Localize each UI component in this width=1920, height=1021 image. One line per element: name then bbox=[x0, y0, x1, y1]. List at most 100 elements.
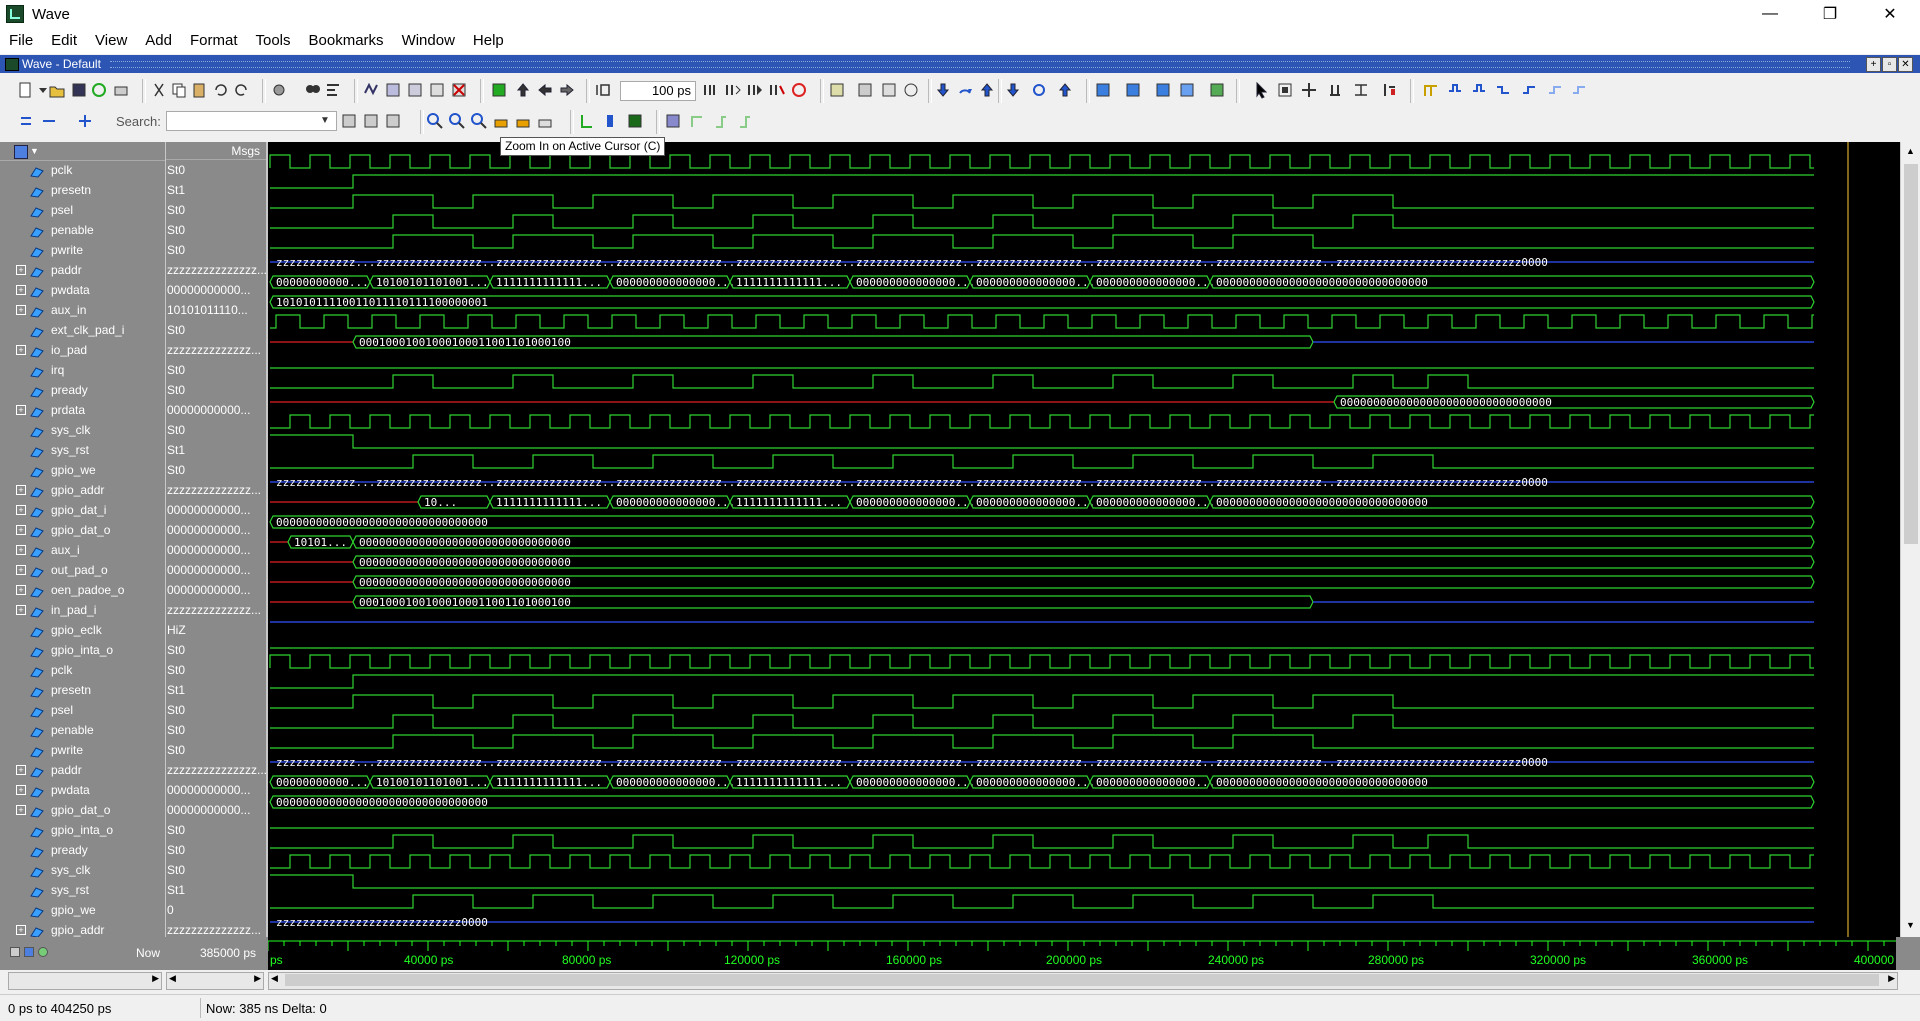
signal-row[interactable]: + out_pad_o bbox=[0, 560, 165, 580]
signal-row[interactable]: + pwdata bbox=[0, 280, 165, 300]
find-icon[interactable] bbox=[304, 81, 322, 99]
signal-row[interactable]: presetn bbox=[0, 180, 165, 200]
expand-icon[interactable]: + bbox=[16, 605, 26, 615]
subwindow-close-button[interactable]: ✕ bbox=[1898, 57, 1913, 72]
name-pane-hscroll[interactable]: ▶ bbox=[8, 972, 162, 990]
wave-compare-icon[interactable] bbox=[384, 81, 402, 99]
signal-row[interactable]: + aux_i bbox=[0, 540, 165, 560]
up-arrow-icon[interactable] bbox=[514, 81, 532, 99]
open-folder-icon[interactable] bbox=[48, 81, 66, 99]
signal-row[interactable]: + gpio_dat_o bbox=[0, 800, 165, 820]
step-cycle-icon[interactable] bbox=[1030, 81, 1048, 99]
left-arrow-icon[interactable] bbox=[536, 81, 554, 99]
wave-expand-icon[interactable] bbox=[578, 112, 596, 130]
wave-divider-icon[interactable] bbox=[602, 112, 620, 130]
zoom-out-icon[interactable] bbox=[448, 112, 466, 130]
signal-row[interactable]: sys_rst bbox=[0, 880, 165, 900]
signal-row[interactable]: penable bbox=[0, 220, 165, 240]
chevron-down-icon[interactable] bbox=[34, 81, 52, 99]
signal-row[interactable]: gpio_we bbox=[0, 460, 165, 480]
signal-row[interactable]: sys_clk bbox=[0, 420, 165, 440]
signal-row[interactable]: ext_clk_pad_i bbox=[0, 320, 165, 340]
cursor-add-icon[interactable] bbox=[10, 947, 20, 957]
edge-any-icon[interactable] bbox=[1546, 81, 1564, 99]
menu-view[interactable]: View bbox=[95, 32, 128, 49]
measure-icon[interactable] bbox=[1352, 81, 1370, 99]
drag-grip[interactable] bbox=[110, 61, 1850, 68]
signal-row[interactable]: + gpio_dat_o bbox=[0, 520, 165, 540]
undo-icon[interactable] bbox=[212, 81, 230, 99]
expand-icon[interactable]: + bbox=[16, 265, 26, 275]
expand-icon[interactable]: + bbox=[16, 585, 26, 595]
expand-icon[interactable]: + bbox=[16, 485, 26, 495]
wave-cursor-remove-icon[interactable] bbox=[40, 112, 58, 130]
signal-row[interactable]: sys_clk bbox=[0, 860, 165, 880]
expand-icon[interactable]: + bbox=[16, 405, 26, 415]
signal-row[interactable]: gpio_inta_o bbox=[0, 820, 165, 840]
waveform-canvas[interactable]: zzzzzzzzzzzz... zzzzzzzzzzzzzzzz...zzzzzz… bbox=[268, 142, 1896, 937]
search-dropdown-icon[interactable]: ▼ bbox=[320, 115, 330, 126]
save-icon[interactable] bbox=[70, 81, 88, 99]
cursor-delete-icon[interactable] bbox=[38, 947, 48, 957]
dock-button[interactable]: + bbox=[1866, 57, 1881, 72]
redo-icon[interactable] bbox=[232, 81, 250, 99]
minimize-button[interactable]: — bbox=[1762, 5, 1778, 22]
print-icon[interactable] bbox=[112, 81, 130, 99]
edit-mode-icon[interactable] bbox=[1326, 81, 1344, 99]
wave-cursor-lock-icon[interactable] bbox=[76, 112, 94, 130]
menu-add[interactable]: Add bbox=[145, 32, 172, 49]
search-forward-icon[interactable] bbox=[362, 112, 380, 130]
insert-divider-icon[interactable] bbox=[490, 81, 508, 99]
signal-row[interactable]: psel bbox=[0, 200, 165, 220]
signal-row[interactable]: + prdata bbox=[0, 400, 165, 420]
wave-cursor-menu-icon[interactable] bbox=[14, 145, 28, 159]
step-out-icon[interactable] bbox=[978, 81, 996, 99]
signal-row[interactable]: + paddr bbox=[0, 760, 165, 780]
expand-icon[interactable]: + bbox=[16, 305, 26, 315]
wave-export-icon[interactable] bbox=[1208, 81, 1226, 99]
signal-row[interactable]: gpio_eclk bbox=[0, 620, 165, 640]
signal-row[interactable]: pwrite bbox=[0, 240, 165, 260]
wave-edge-any-icon[interactable] bbox=[736, 112, 754, 130]
step-up-icon[interactable] bbox=[1056, 81, 1074, 99]
signal-row[interactable]: pready bbox=[0, 840, 165, 860]
vertical-scrollbar[interactable]: ▲ ▼ bbox=[1900, 142, 1920, 937]
menu-tools[interactable]: Tools bbox=[255, 32, 291, 49]
step-icon[interactable] bbox=[702, 81, 720, 99]
expand-icon[interactable]: + bbox=[16, 805, 26, 815]
continue-icon[interactable] bbox=[746, 81, 764, 99]
select-mode-icon[interactable] bbox=[1252, 81, 1270, 99]
step-loop-icon[interactable] bbox=[956, 81, 974, 99]
signal-row[interactable]: pclk bbox=[0, 160, 165, 180]
signal-row[interactable]: + paddr bbox=[0, 260, 165, 280]
zoom-in-icon[interactable] bbox=[426, 112, 444, 130]
signal-row[interactable]: + gpio_addr bbox=[0, 480, 165, 500]
signal-row[interactable]: + aux_in bbox=[0, 300, 165, 320]
wave-hscroll[interactable]: ◀ ▶ bbox=[268, 972, 1898, 990]
wave-compile-icon[interactable] bbox=[362, 81, 380, 99]
signal-row[interactable]: + oen_padoe_o bbox=[0, 580, 165, 600]
edge-next-icon[interactable] bbox=[1446, 81, 1464, 99]
scroll-right-icon[interactable]: ▶ bbox=[1888, 973, 1895, 983]
hand-icon[interactable] bbox=[902, 81, 920, 99]
wave-clear-icon[interactable] bbox=[450, 81, 468, 99]
zoom-last-icon[interactable] bbox=[536, 112, 554, 130]
wave-view-icon[interactable] bbox=[406, 81, 424, 99]
pan-mode-icon[interactable] bbox=[1300, 81, 1318, 99]
zoom-time-input[interactable]: 100 ps bbox=[620, 81, 696, 101]
edge-rising-icon[interactable] bbox=[1520, 81, 1538, 99]
profile-icon[interactable] bbox=[880, 81, 898, 99]
expand-icon[interactable]: + bbox=[16, 545, 26, 555]
insert-cursor-icon[interactable] bbox=[1380, 81, 1398, 99]
step-over-icon[interactable] bbox=[724, 81, 742, 99]
expand-icon[interactable]: + bbox=[16, 925, 26, 935]
paste-icon[interactable] bbox=[190, 81, 208, 99]
wave-group-add-icon[interactable] bbox=[664, 112, 682, 130]
name-pane-header[interactable]: ▼ bbox=[0, 142, 165, 161]
menu-edit[interactable]: Edit bbox=[51, 32, 78, 49]
edge-prev-icon[interactable] bbox=[1470, 81, 1488, 99]
value-pane-hscroll[interactable]: ◀ ▶ bbox=[166, 972, 264, 990]
signal-row[interactable]: pready bbox=[0, 380, 165, 400]
expand-icon[interactable]: + bbox=[16, 785, 26, 795]
wave-edge-next-icon[interactable] bbox=[688, 112, 706, 130]
